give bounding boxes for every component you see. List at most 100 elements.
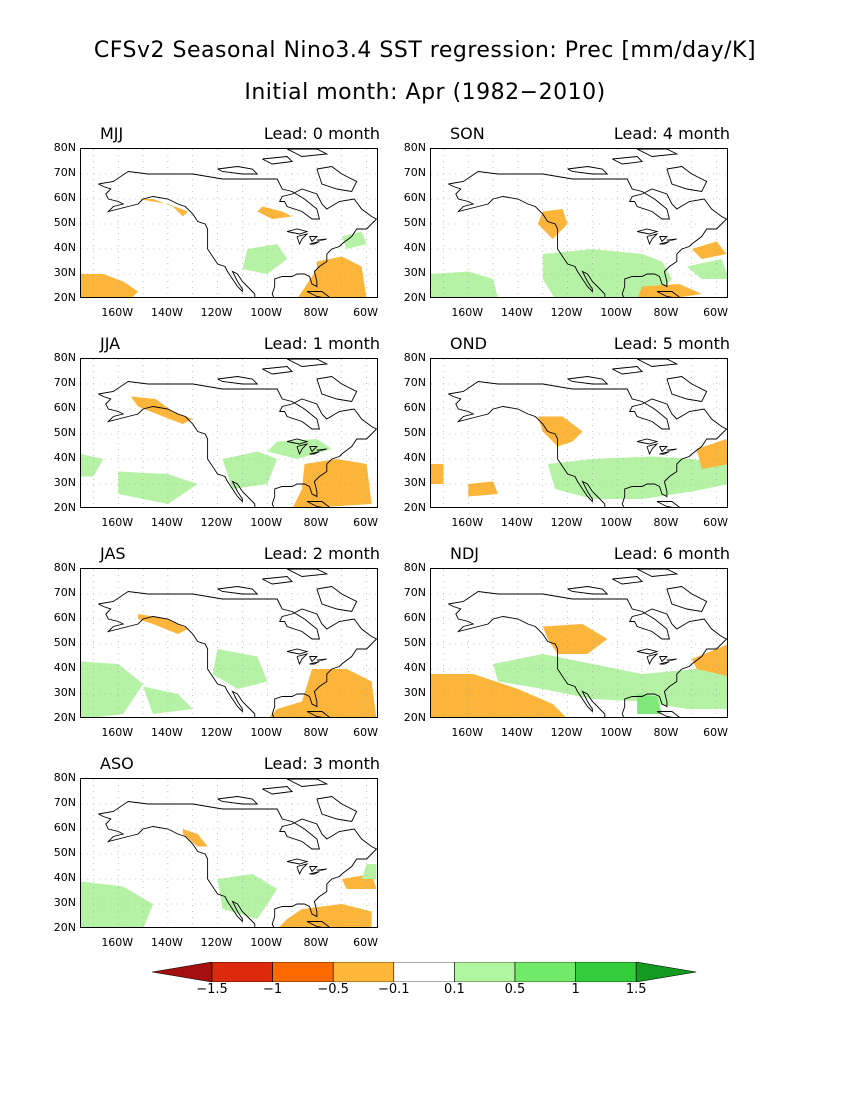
great-lake-outline xyxy=(659,656,668,663)
y-tick-label: 70N xyxy=(403,166,426,179)
y-tick-label: 20N xyxy=(53,501,76,514)
y-tick-label: 40N xyxy=(403,661,426,674)
negative-anomaly-region xyxy=(537,416,583,447)
panel-lead-label: Lead: 6 month xyxy=(613,544,730,563)
y-tick-label: 20N xyxy=(403,711,426,724)
colorbar-segment xyxy=(454,961,516,983)
map-panel-jas: JAS Lead: 2 month 80N 70N 60N 50N 40N 30N 20N 160… xyxy=(40,544,380,753)
island-outline xyxy=(286,779,329,787)
island-outline xyxy=(217,376,259,385)
island-outline xyxy=(612,366,644,375)
great-lake-outline xyxy=(286,438,309,445)
map-panel-jja: JJA Lead: 1 month 80N 70N 60N 50N 40N 30N 20N 160… xyxy=(40,334,380,543)
y-tick-label: 70N xyxy=(403,586,426,599)
y-tick-label: 80N xyxy=(53,351,76,364)
positive-anomaly-region xyxy=(542,249,672,297)
negative-anomaly-region xyxy=(279,904,372,927)
y-tick-label: 50N xyxy=(403,216,426,229)
great-lake-outline xyxy=(316,238,327,241)
y-tick-label: 50N xyxy=(53,636,76,649)
great-lake-outline xyxy=(636,648,659,655)
island-outline xyxy=(286,359,329,367)
island-outline xyxy=(306,501,330,507)
coastline-west xyxy=(98,603,256,717)
colorbar-arrow-right xyxy=(635,961,697,983)
y-tick-label: 30N xyxy=(53,686,76,699)
island-outline xyxy=(636,569,679,577)
y-tick-label: 80N xyxy=(53,771,76,784)
x-tick-label: 140W xyxy=(500,306,533,319)
colorbar-tick-label: 1 xyxy=(571,982,580,997)
positive-anomaly-region xyxy=(637,694,662,714)
panel-lead-label: Lead: 1 month xyxy=(263,334,380,353)
great-lake-outline xyxy=(316,448,327,451)
great-lake-outline xyxy=(316,658,327,661)
x-tick-label: 80W xyxy=(303,936,329,949)
x-tick-label: 120W xyxy=(200,306,233,319)
great-lake-outline xyxy=(666,238,677,241)
great-lake-outline xyxy=(286,228,309,235)
negative-anomaly-region xyxy=(293,459,372,507)
island-outline xyxy=(316,796,358,822)
great-lake-outline xyxy=(296,653,309,666)
panel-season-label: MJJ xyxy=(100,124,124,143)
x-tick-label: 140W xyxy=(150,726,183,739)
great-lake-outline xyxy=(646,653,659,666)
coastline-east xyxy=(448,171,727,297)
island-outline xyxy=(286,569,329,577)
y-tick-label: 50N xyxy=(53,426,76,439)
island-outline xyxy=(262,786,294,795)
map-svg xyxy=(81,359,377,507)
map-svg xyxy=(81,569,377,717)
great-lake-outline xyxy=(309,871,320,875)
colorbar-tick-label: −0.5 xyxy=(317,982,349,997)
y-tick-label: 20N xyxy=(403,291,426,304)
y-tick-label: 40N xyxy=(403,241,426,254)
map-area xyxy=(430,568,728,718)
y-tick-label: 60N xyxy=(53,821,76,834)
island-outline xyxy=(567,166,609,175)
x-tick-label: 60W xyxy=(353,726,379,739)
negative-anomaly-region xyxy=(468,481,498,497)
island-outline xyxy=(306,711,330,717)
great-lake-outline xyxy=(666,448,677,451)
x-tick-label: 140W xyxy=(500,516,533,529)
great-lake-outline xyxy=(309,866,318,873)
great-lake-outline xyxy=(666,658,677,661)
x-tick-label: 120W xyxy=(550,516,583,529)
y-tick-label: 70N xyxy=(53,586,76,599)
negative-anomaly-region xyxy=(431,464,444,484)
coastline-west xyxy=(98,183,256,297)
positive-anomaly-region xyxy=(431,271,498,297)
y-tick-label: 60N xyxy=(403,611,426,624)
great-lake-outline xyxy=(309,241,320,245)
y-tick-label: 60N xyxy=(53,611,76,624)
panel-lead-label: Lead: 0 month xyxy=(263,124,380,143)
map-area xyxy=(430,148,728,298)
y-tick-label: 40N xyxy=(53,871,76,884)
colorbar-segment xyxy=(332,961,395,983)
colorbar-tick-label: 1.5 xyxy=(625,982,647,997)
colorbar-segment xyxy=(272,961,334,983)
colorbar: −1.5 −1 −0.5 −0.1 0.1 0.5 1 1.5 xyxy=(151,961,698,1002)
panel-season-label: SON xyxy=(450,124,485,143)
island-outline xyxy=(666,376,708,402)
negative-anomaly-region xyxy=(298,256,367,297)
y-tick-label: 60N xyxy=(403,401,426,414)
negative-anomaly-region xyxy=(537,209,568,239)
y-tick-label: 20N xyxy=(403,501,426,514)
x-tick-label: 160W xyxy=(101,936,134,949)
colorbar-tick-label: 0.5 xyxy=(504,982,526,997)
colorbar-segment xyxy=(393,961,455,983)
positive-anomaly-region xyxy=(81,881,153,927)
x-tick-label: 100W xyxy=(250,306,283,319)
map-svg xyxy=(431,569,727,717)
island-outline xyxy=(612,576,644,585)
coastline-east xyxy=(448,381,727,507)
x-tick-label: 100W xyxy=(250,726,283,739)
y-tick-label: 80N xyxy=(403,351,426,364)
coastline-east xyxy=(98,801,377,927)
panel-season-label: JAS xyxy=(100,544,126,563)
panel-season-label: OND xyxy=(450,334,487,353)
positive-anomaly-region xyxy=(242,244,288,274)
